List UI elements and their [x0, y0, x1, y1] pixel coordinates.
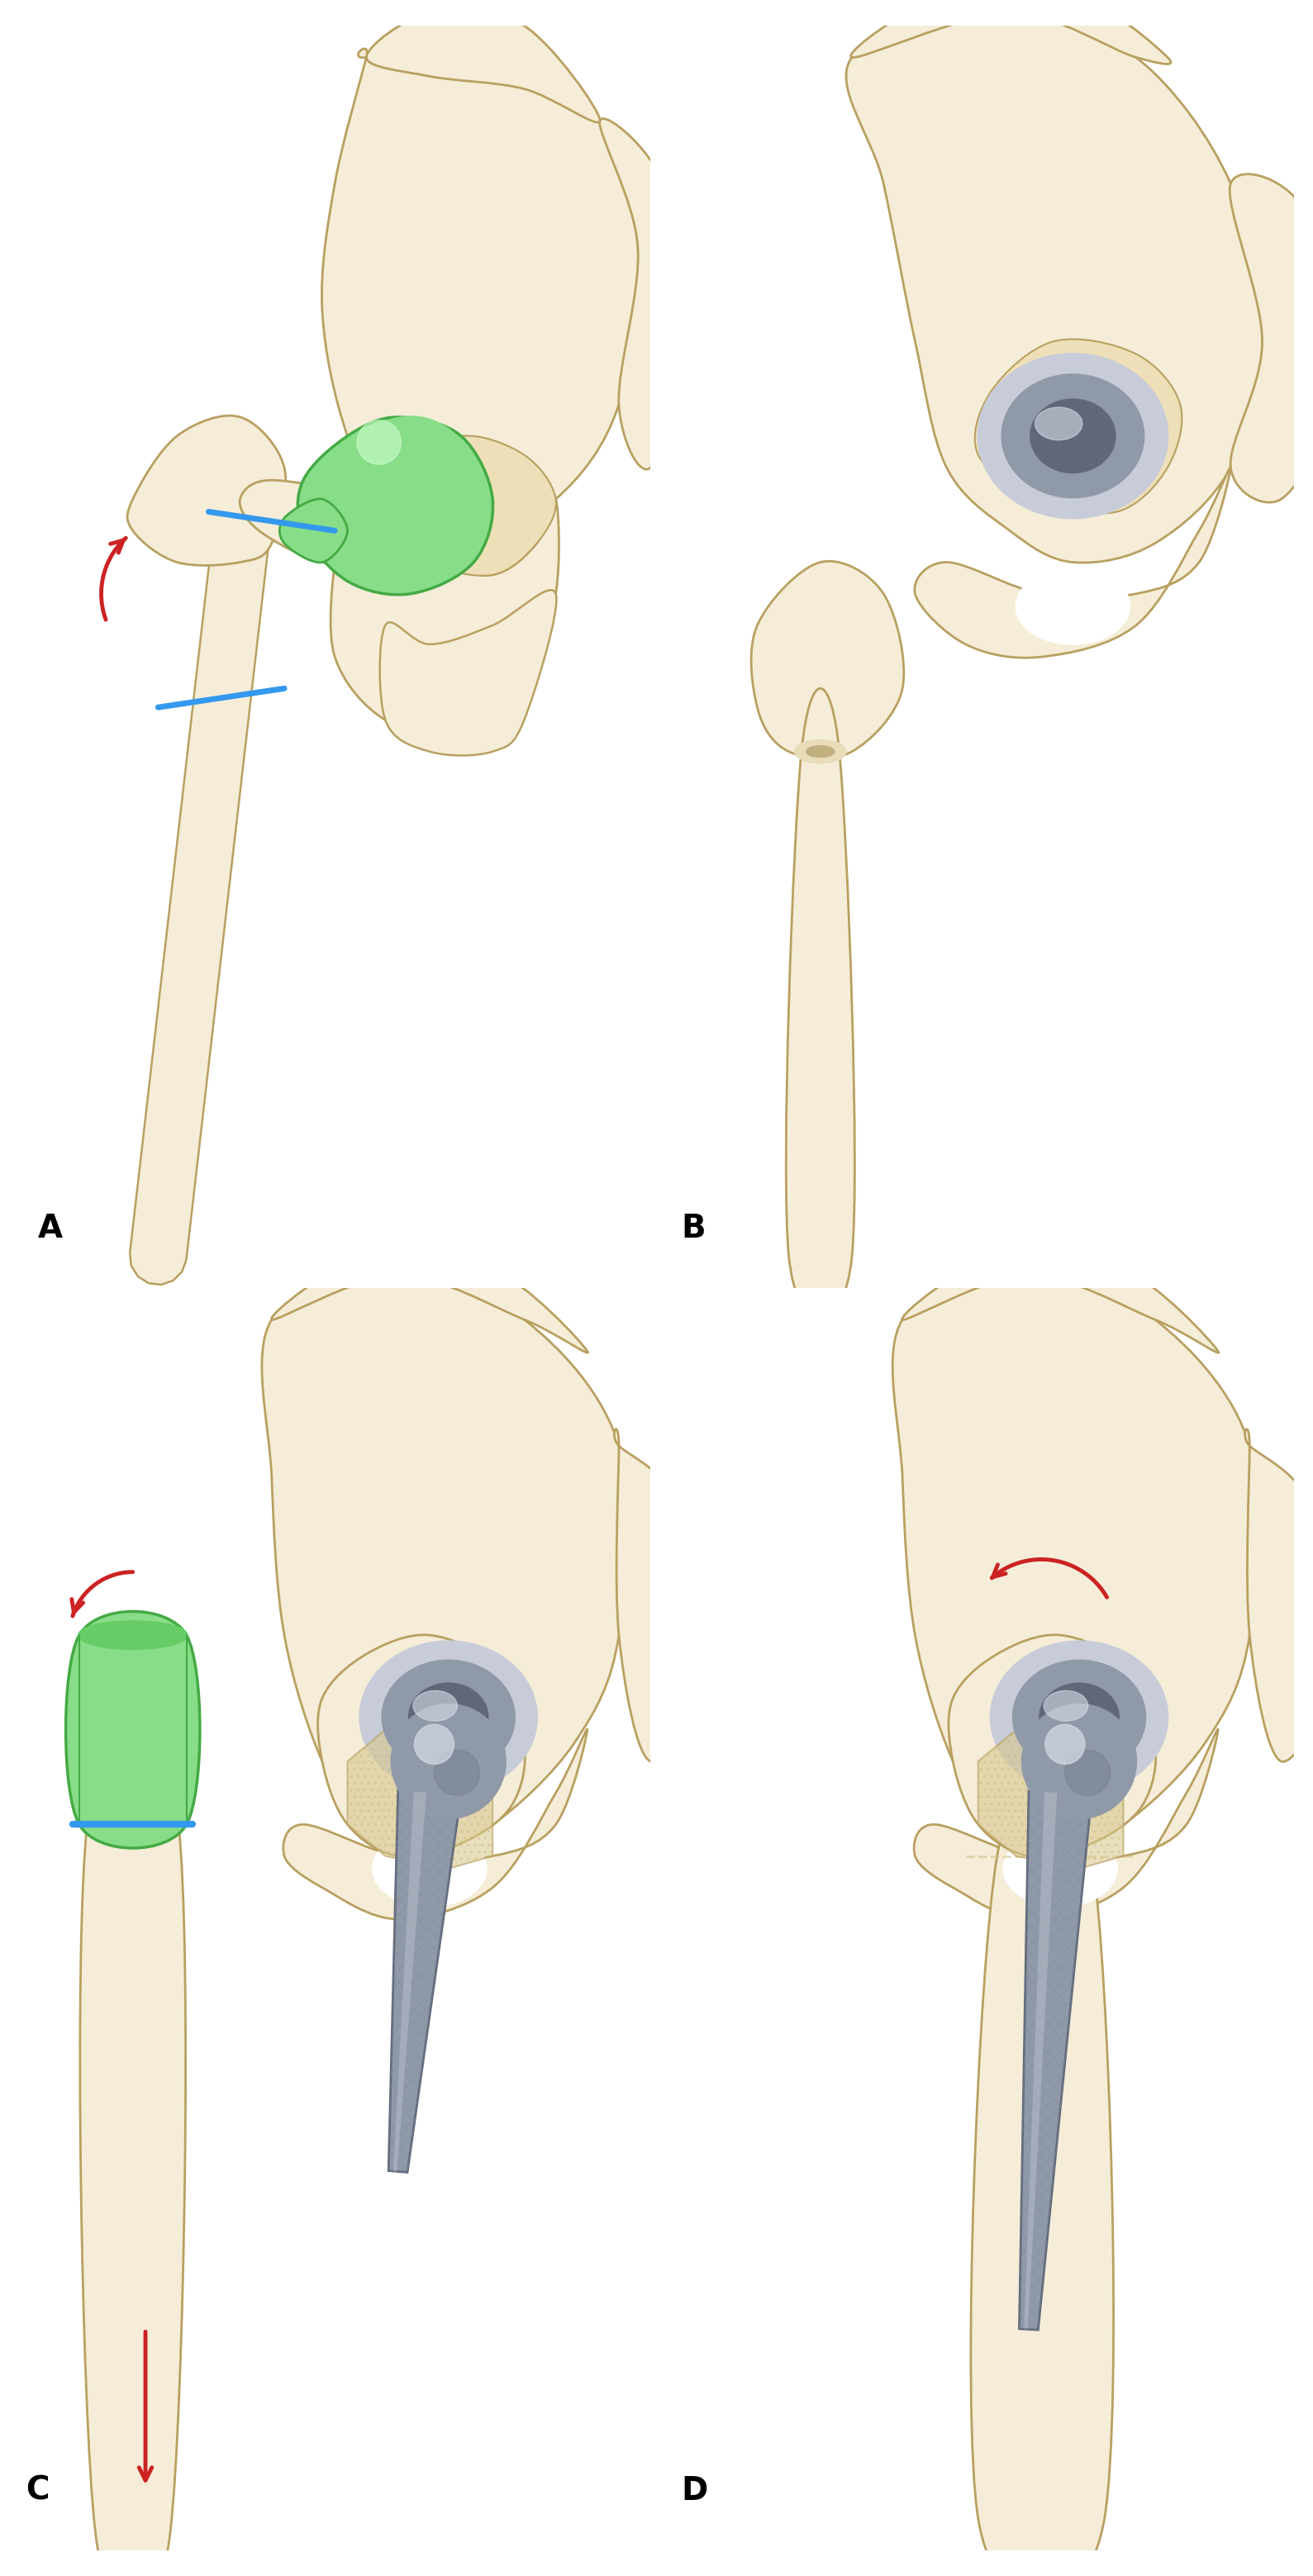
PathPatch shape — [284, 1728, 587, 1919]
Ellipse shape — [1016, 569, 1129, 644]
Text: D: D — [681, 2476, 708, 2506]
PathPatch shape — [851, 0, 1171, 64]
Circle shape — [1045, 1723, 1085, 1765]
PathPatch shape — [127, 415, 286, 564]
Text: B: B — [681, 1213, 706, 1244]
PathPatch shape — [751, 562, 903, 757]
Ellipse shape — [796, 739, 846, 762]
PathPatch shape — [379, 590, 557, 755]
Polygon shape — [389, 1790, 461, 2172]
Circle shape — [1023, 1705, 1136, 1819]
PathPatch shape — [786, 688, 855, 1319]
PathPatch shape — [974, 340, 1182, 513]
PathPatch shape — [948, 1636, 1155, 1857]
PathPatch shape — [1245, 1430, 1313, 1762]
Ellipse shape — [1003, 1832, 1117, 1906]
PathPatch shape — [331, 497, 559, 734]
PathPatch shape — [914, 1728, 1218, 1919]
Circle shape — [1065, 1749, 1111, 1795]
Text: C: C — [25, 2476, 49, 2506]
PathPatch shape — [600, 118, 683, 469]
PathPatch shape — [322, 36, 638, 546]
Ellipse shape — [1044, 1690, 1088, 1721]
PathPatch shape — [846, 13, 1262, 562]
Polygon shape — [393, 1790, 427, 2172]
PathPatch shape — [261, 1275, 628, 1844]
PathPatch shape — [893, 1275, 1259, 1844]
PathPatch shape — [970, 1772, 1113, 2576]
Ellipse shape — [1012, 1662, 1145, 1775]
PathPatch shape — [80, 1736, 185, 2576]
Circle shape — [415, 1723, 454, 1765]
Polygon shape — [1019, 1790, 1091, 2329]
PathPatch shape — [240, 479, 399, 567]
Ellipse shape — [373, 1832, 486, 1906]
Ellipse shape — [408, 1682, 488, 1752]
Ellipse shape — [1031, 399, 1116, 474]
Ellipse shape — [1035, 407, 1082, 440]
PathPatch shape — [366, 10, 600, 124]
PathPatch shape — [614, 1430, 702, 1762]
PathPatch shape — [383, 435, 555, 574]
Polygon shape — [1024, 1793, 1057, 2329]
Ellipse shape — [806, 747, 835, 757]
Ellipse shape — [382, 1662, 515, 1775]
Ellipse shape — [1040, 1682, 1119, 1752]
PathPatch shape — [272, 1252, 588, 1352]
Circle shape — [348, 417, 474, 544]
PathPatch shape — [902, 1252, 1218, 1352]
Text: A: A — [38, 1213, 63, 1244]
PathPatch shape — [318, 1636, 525, 1857]
Ellipse shape — [978, 353, 1167, 518]
PathPatch shape — [280, 500, 348, 562]
Circle shape — [435, 1749, 479, 1795]
PathPatch shape — [298, 417, 492, 595]
Ellipse shape — [414, 1690, 457, 1721]
Circle shape — [357, 420, 400, 464]
Ellipse shape — [79, 1623, 186, 1649]
Polygon shape — [348, 1718, 492, 1868]
Ellipse shape — [360, 1641, 537, 1793]
Circle shape — [391, 1705, 506, 1819]
PathPatch shape — [1230, 175, 1313, 502]
PathPatch shape — [66, 1613, 200, 1847]
Ellipse shape — [991, 1641, 1167, 1793]
Polygon shape — [130, 515, 268, 1285]
Ellipse shape — [1002, 374, 1144, 497]
Polygon shape — [978, 1718, 1124, 1868]
PathPatch shape — [915, 466, 1230, 657]
